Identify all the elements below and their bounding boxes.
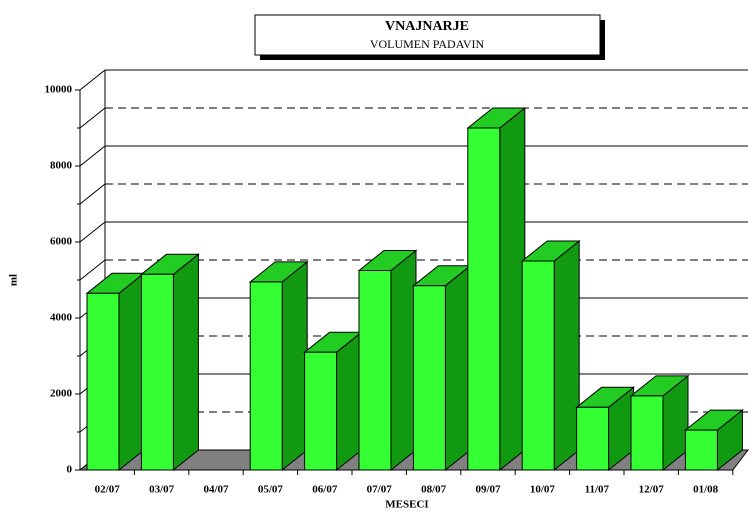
y-tick-label: 6000 xyxy=(50,236,73,248)
x-axis-label: MESECI xyxy=(385,499,428,511)
y-tick-label: 8000 xyxy=(50,160,73,172)
bar-side xyxy=(336,331,363,472)
bar xyxy=(358,270,392,471)
bar xyxy=(576,406,610,471)
side-wall-line xyxy=(79,259,106,281)
y-tick-label: 0 xyxy=(67,464,73,476)
bar xyxy=(140,273,174,471)
x-tick-label: 02/07 xyxy=(95,484,121,496)
x-tick-label: 07/07 xyxy=(367,484,393,496)
side-wall-line xyxy=(79,107,106,129)
bar xyxy=(304,351,338,471)
side-wall-line xyxy=(79,145,106,167)
bar-side xyxy=(281,260,308,472)
bar xyxy=(467,127,501,471)
bar xyxy=(521,260,555,471)
bar xyxy=(249,281,283,471)
bar xyxy=(630,395,664,471)
x-tick-label: 04/07 xyxy=(203,484,229,496)
title-box xyxy=(254,14,601,56)
x-tick-label: 08/07 xyxy=(421,484,447,496)
x-tick-label: 09/07 xyxy=(475,484,501,496)
bar xyxy=(684,429,718,471)
bar-side xyxy=(553,239,580,472)
side-wall-line xyxy=(79,69,106,91)
y-axis-label: ml xyxy=(8,274,20,286)
chart-subtitle: VOLUMEN PADAVIN xyxy=(370,37,485,51)
chart-title: VNAJNARJE xyxy=(385,19,469,34)
x-tick-label: 03/07 xyxy=(149,484,175,496)
y-tick-label: 4000 xyxy=(50,312,73,324)
x-tick-label: 10/07 xyxy=(530,484,556,496)
bar-side xyxy=(118,272,145,472)
bar-side xyxy=(172,253,199,472)
y-tick-label: 2000 xyxy=(50,388,73,400)
x-tick-label: 12/07 xyxy=(639,484,665,496)
y-tick-label: 10000 xyxy=(45,84,73,96)
bar xyxy=(86,292,120,471)
side-wall-line xyxy=(79,183,106,205)
bar-side xyxy=(444,264,471,472)
bar xyxy=(412,285,446,471)
x-tick-label: 06/07 xyxy=(312,484,338,496)
side-wall-line xyxy=(79,221,106,243)
x-tick-label: 11/07 xyxy=(585,484,610,496)
bar-side xyxy=(499,106,526,472)
x-tick-label: 01/08 xyxy=(693,484,719,496)
x-tick-label: 05/07 xyxy=(258,484,284,496)
bar-side xyxy=(390,249,417,472)
